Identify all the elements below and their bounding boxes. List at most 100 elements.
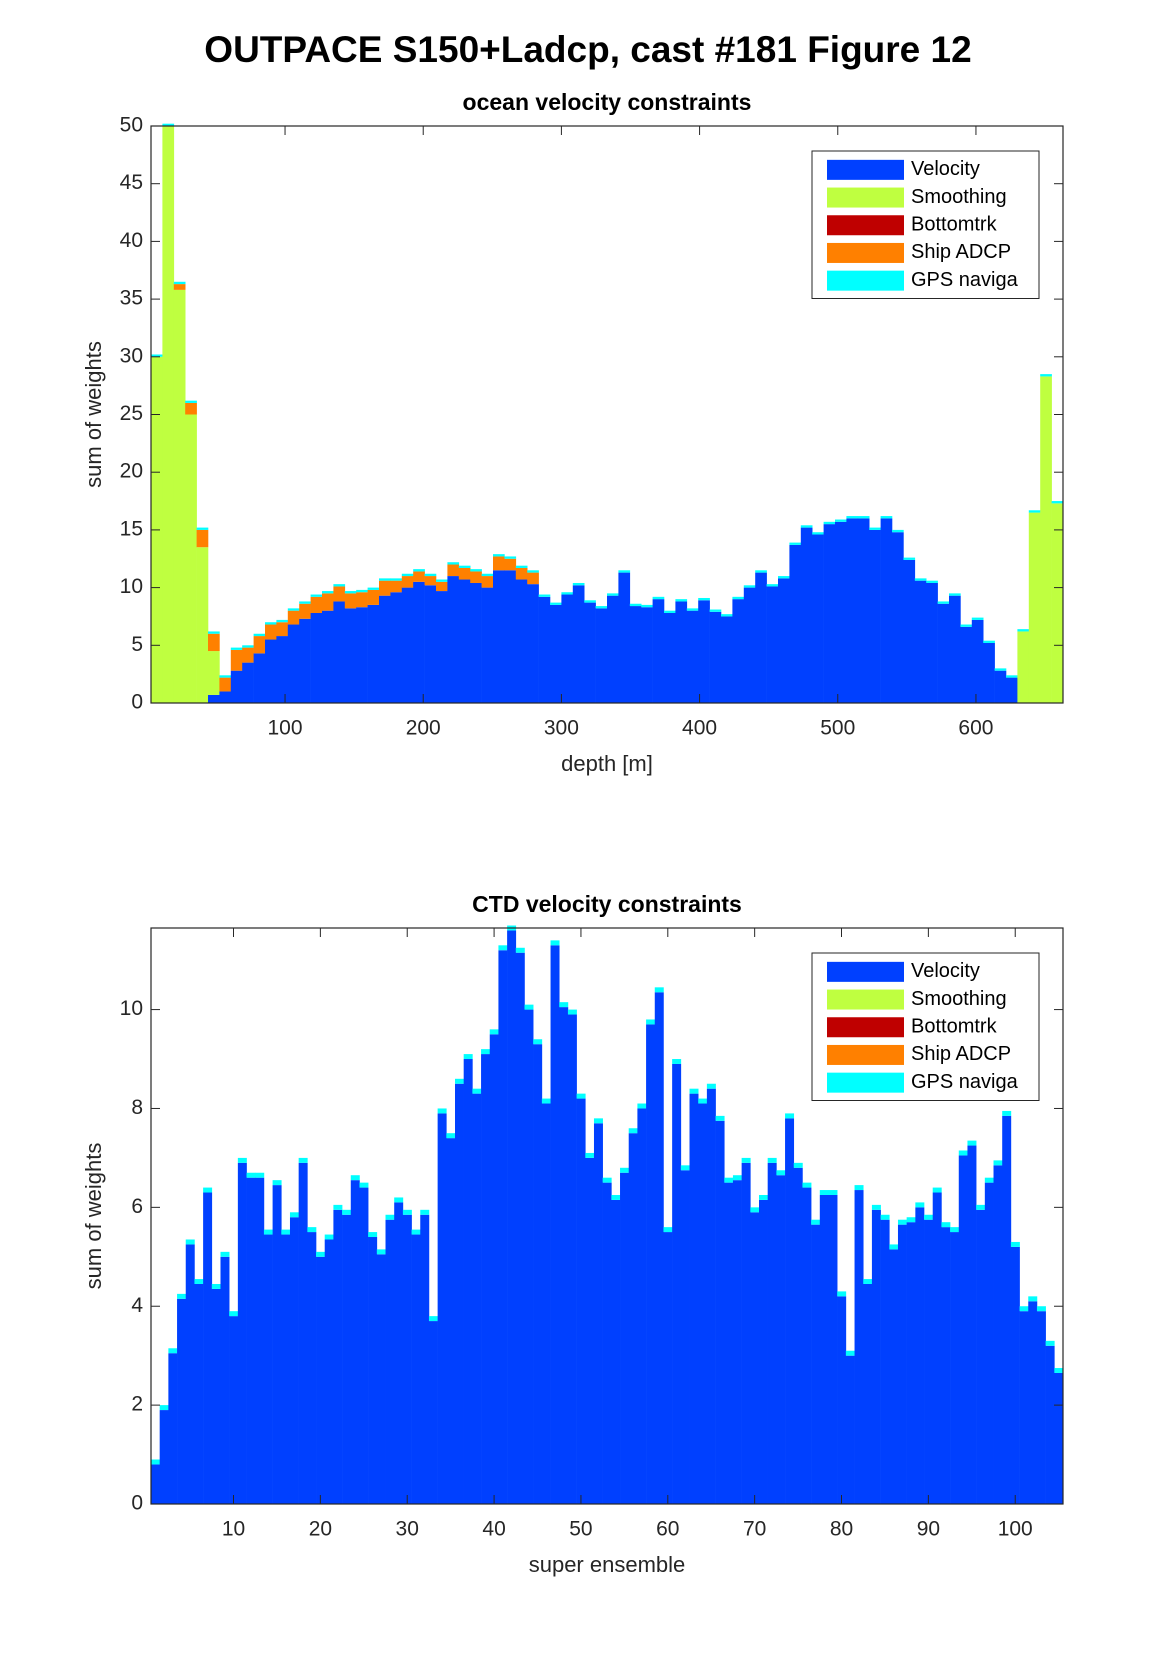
legend-label: Ship ADCP	[911, 1043, 1011, 1065]
bar-segment	[281, 1229, 291, 1235]
bar-segment	[276, 636, 289, 703]
bar-segment	[230, 649, 243, 671]
axes-box	[150, 927, 1064, 1505]
bar-segment	[310, 594, 323, 597]
bar-segment	[743, 587, 756, 703]
bar-segment	[455, 1083, 464, 1504]
bar-segment	[463, 1054, 473, 1060]
page-title: OUTPACE S150+Ladcp, cast #181 Figure 12	[204, 29, 971, 70]
bar-segment	[470, 569, 482, 572]
bar-segment	[159, 1405, 169, 1411]
bar-segment	[344, 608, 357, 703]
bar-segment	[229, 1316, 239, 1504]
legend-swatch	[827, 242, 904, 263]
bar-segment	[367, 604, 380, 703]
bar-segment	[333, 1204, 343, 1210]
bar-segment	[298, 1162, 308, 1504]
legend-swatch	[827, 1017, 904, 1038]
bar-segment	[196, 547, 209, 703]
bar-segment	[402, 1209, 412, 1215]
bar-segment	[654, 992, 664, 1504]
plot-area	[151, 123, 1064, 703]
legend-swatch	[827, 215, 904, 236]
bar-segment	[595, 608, 608, 703]
bar-segment	[533, 1039, 543, 1045]
bar-segment	[892, 532, 904, 703]
bar-segment	[1040, 376, 1052, 703]
bar-segment	[572, 585, 585, 703]
bar-segment	[344, 591, 357, 594]
legend-label: Velocity	[911, 960, 980, 982]
bar-segment	[892, 529, 904, 533]
bar-segment	[924, 1214, 934, 1220]
bar-segment	[593, 1118, 603, 1124]
bar-segment	[299, 601, 311, 604]
bar-segment	[162, 123, 175, 126]
bar-segment	[322, 591, 334, 594]
bar-segment	[1045, 1345, 1055, 1504]
plot-area	[151, 925, 1064, 1504]
bar-segment	[527, 572, 539, 585]
bar-segment	[413, 571, 425, 582]
bar-segment	[845, 1355, 855, 1504]
bar-segment	[906, 1222, 916, 1504]
bar-segment	[333, 584, 346, 587]
bar-segment	[854, 1190, 864, 1504]
bar-segment	[428, 1321, 438, 1504]
y-tick-label: 6	[131, 1195, 143, 1218]
bar-segment	[686, 608, 699, 611]
bar-segment	[646, 1019, 656, 1025]
bar-segment	[1019, 1311, 1029, 1504]
bar-segment	[698, 597, 710, 601]
bar-segment	[750, 1212, 760, 1504]
bar-segment	[869, 529, 881, 703]
bar-segment	[524, 1004, 534, 1010]
bar-segment	[675, 599, 688, 602]
bar-segment	[675, 601, 688, 703]
bar-segment	[208, 633, 220, 652]
bar-segment	[401, 573, 414, 577]
bar-segment	[298, 1157, 308, 1163]
bar-segment	[276, 622, 289, 637]
bar-segment	[620, 1172, 630, 1504]
bar-segment	[1045, 1340, 1055, 1346]
bar-segment	[1028, 510, 1041, 513]
bar-segment	[706, 1088, 716, 1504]
bar-segment	[316, 1251, 326, 1257]
bar-segment	[576, 1093, 586, 1099]
bar-segment	[950, 1232, 960, 1504]
bar-segment	[211, 1288, 221, 1504]
bar-segment	[368, 1237, 378, 1504]
bar-segment	[446, 1133, 456, 1139]
bar-segment	[1019, 1306, 1029, 1312]
x-tick-label: 400	[682, 717, 717, 740]
bar-segment	[447, 576, 460, 703]
bar-segment	[924, 1219, 934, 1504]
bar-segment	[394, 1197, 404, 1203]
bar-segment	[263, 1229, 273, 1235]
bar-segment	[168, 1348, 178, 1354]
bar-segment	[889, 1249, 899, 1504]
bar-segment	[344, 593, 357, 609]
bar-segment	[1002, 1110, 1012, 1116]
bar-segment	[960, 626, 973, 703]
bar-segment	[958, 1155, 968, 1504]
bar-segment	[219, 691, 232, 703]
bar-segment	[607, 595, 619, 703]
bar-segment	[706, 1083, 716, 1089]
bar-segment	[620, 1167, 630, 1173]
bar-segment	[837, 1291, 847, 1297]
bar-segment	[984, 1177, 994, 1183]
bar-segment	[333, 1209, 343, 1504]
bar-segment	[811, 1224, 821, 1504]
bar-segment	[307, 1227, 317, 1233]
bar-segment	[219, 677, 232, 692]
bar-segment	[663, 1232, 673, 1504]
legend-swatch	[827, 961, 904, 982]
bar-segment	[394, 1202, 404, 1504]
bar-segment	[493, 554, 505, 557]
bar-segment	[800, 525, 813, 528]
bar-segment	[880, 516, 893, 519]
bar-segment	[524, 1009, 534, 1504]
bar-segment	[276, 619, 289, 623]
